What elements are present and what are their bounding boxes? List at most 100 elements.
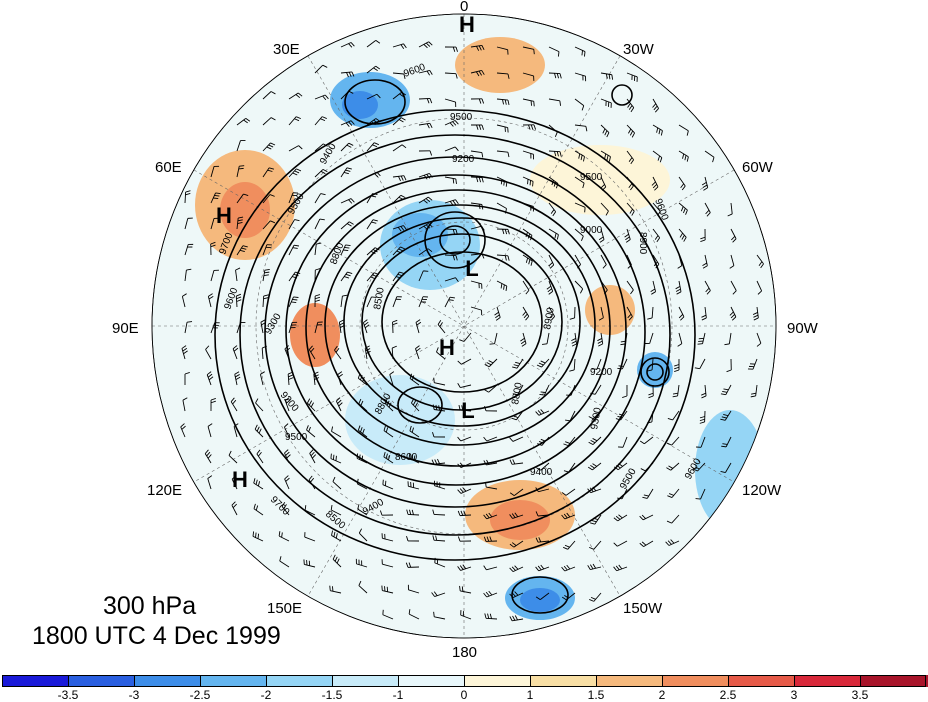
wind-barb-flag — [455, 229, 458, 235]
wind-barb-flag — [426, 98, 430, 104]
wind-barb — [236, 140, 241, 152]
colorbar-box — [728, 675, 796, 687]
wind-barb — [444, 98, 456, 103]
wind-barb-flag — [400, 44, 405, 49]
wind-barb-flag — [488, 590, 493, 596]
wind-barb-flag — [429, 150, 433, 156]
wind-barb — [463, 332, 472, 342]
wind-barb-flag — [208, 293, 213, 297]
wind-barb-flag — [654, 235, 659, 240]
wind-barb-flag — [538, 362, 544, 366]
wind-barb — [755, 384, 758, 396]
wind-barb-flag — [721, 416, 727, 419]
wind-barb-flag — [287, 371, 293, 375]
wind-barb — [621, 488, 628, 500]
wind-barb-flag — [540, 391, 546, 393]
wind-barb-flag — [332, 554, 336, 560]
wind-barb-flag — [606, 132, 610, 138]
wind-barb-flag — [269, 194, 275, 197]
contour-label: 9200 — [590, 367, 613, 378]
wind-barb — [670, 462, 680, 471]
wind-barb — [253, 482, 264, 490]
wind-barb-flag — [585, 126, 588, 132]
wind-barb — [671, 436, 680, 446]
wind-barb-flag — [182, 293, 187, 297]
wind-barb-flag — [360, 400, 364, 406]
wind-barb-flag — [416, 321, 422, 326]
wind-barb — [284, 478, 290, 490]
wind-barb — [672, 410, 680, 421]
wind-barb — [548, 124, 558, 133]
wind-barb — [624, 332, 628, 344]
contour-label: 8800 — [510, 381, 525, 405]
wind-barb-flag — [365, 350, 371, 354]
wind-barb-flag — [554, 151, 557, 157]
wind-barb — [259, 374, 264, 386]
wind-barb — [646, 488, 654, 499]
wind-barb-flag — [315, 294, 321, 297]
wind-barb-flag — [495, 314, 500, 319]
wind-barb-flag — [562, 546, 568, 550]
wind-barb — [522, 280, 530, 291]
wind-barb-flag — [292, 247, 298, 249]
wind-barb-flag — [699, 418, 705, 422]
wind-barb-flag — [583, 156, 585, 162]
wind-barb-flag — [350, 120, 355, 125]
wind-barb — [678, 306, 685, 318]
wind-barb — [444, 254, 457, 256]
wind-barb-flag — [656, 127, 659, 133]
wind-barb-flag — [513, 364, 519, 367]
wind-barb — [284, 348, 290, 360]
colorbar-box — [596, 675, 664, 687]
wind-barb-flag — [540, 360, 546, 364]
colorbar-tick-label: -2 — [260, 688, 272, 702]
wind-barb-flag — [429, 70, 433, 75]
wind-barb — [288, 116, 297, 126]
colorbar-tick-label: 2 — [658, 688, 666, 702]
wind-barb — [366, 193, 373, 204]
wind-barb — [356, 457, 368, 464]
wind-barb-flag — [348, 90, 354, 94]
wind-barb-flag — [359, 454, 361, 460]
longitude-label-60e: 60E — [155, 159, 182, 176]
longitude-label-180: 180 — [452, 644, 478, 661]
wind-barb-flag — [646, 421, 652, 424]
wind-barb-flag — [485, 513, 490, 519]
wind-barb — [756, 254, 764, 265]
wind-barb — [651, 410, 654, 422]
wind-barb-flag — [336, 558, 340, 564]
wind-barb-flag — [654, 186, 659, 191]
wind-barb — [678, 124, 689, 132]
wind-barb-flag — [629, 208, 633, 214]
wind-barb-flag — [297, 92, 303, 97]
wind-barb-flag — [592, 563, 597, 569]
wind-barb — [392, 296, 398, 308]
wind-barb-flag — [310, 402, 314, 408]
wind-barb-flag — [561, 514, 566, 520]
wind-barb-flag — [285, 451, 290, 456]
wind-barb-flag — [507, 229, 510, 235]
wind-barb-flag — [398, 119, 404, 123]
wind-barb-flag — [405, 562, 409, 568]
wind-barb — [725, 436, 732, 448]
wind-barb-flag — [439, 322, 443, 327]
wind-barb-flag — [552, 211, 557, 217]
wind-barb — [522, 202, 534, 207]
wind-barb-flag — [208, 376, 214, 381]
wind-barb — [644, 462, 654, 472]
wind-barb-flag — [630, 107, 635, 113]
wind-barb — [540, 462, 550, 471]
colorbar-tick-label: 0 — [460, 688, 468, 702]
wind-barb-flag — [540, 409, 545, 414]
wind-barb-flag — [210, 241, 216, 245]
wind-barb — [340, 42, 352, 48]
wind-barb-flag — [606, 155, 609, 161]
wind-barb — [617, 540, 628, 547]
wind-barb — [622, 436, 628, 448]
wind-barb — [548, 228, 559, 236]
wind-barb-flag — [618, 413, 624, 416]
wind-barb-flag — [452, 255, 455, 261]
wind-barb-flag — [403, 73, 406, 79]
wind-barb-flag — [319, 218, 325, 221]
wind-barb-flag — [335, 533, 338, 539]
